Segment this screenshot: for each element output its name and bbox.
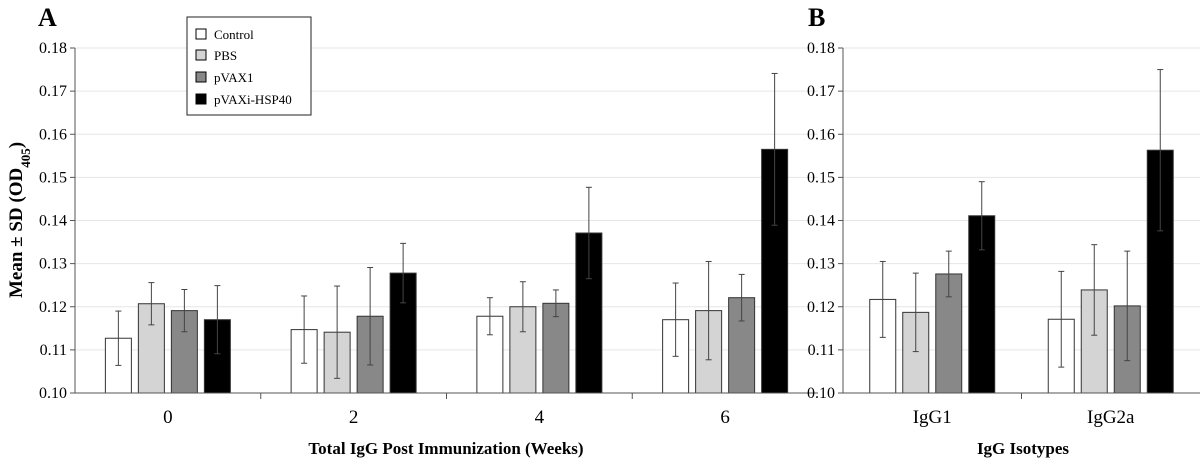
panel-b-bars: [869, 69, 1174, 394]
y-axis-title-sub: 405: [18, 148, 33, 168]
panel-b-letter: B: [808, 3, 825, 32]
panel-b-y-tick-label: 0.13: [807, 256, 835, 273]
panel-b-y-tick-label: 0.16: [807, 126, 835, 143]
panel-b-grid: [843, 47, 1200, 394]
panel-a-x-tick-label: 2: [349, 407, 359, 428]
panel-a-xlabel: Total IgG Post Immunization (Weeks): [308, 439, 583, 458]
legend-swatch-pbs: [195, 49, 207, 61]
panel-a-bars: [104, 72, 789, 394]
panel-a: A 0.10 0.11 0.12 0.13 0.14 0.15 0.16 0.17 0.18 0…: [6, 3, 818, 458]
panel-b-x-tick-label: IgG1: [913, 407, 952, 428]
panel-b-x-ticks: IgG1 IgG2a: [913, 393, 1135, 428]
panel-a-grid: [75, 47, 818, 394]
panel-a-y-tick-label: 0.11: [40, 342, 67, 359]
panel-a-y-tick-label: 0.15: [39, 169, 67, 186]
legend-label-pbs: PBS: [214, 48, 237, 63]
legend-swatch-control: [195, 28, 207, 40]
panel-b-y-tick-label: 0.11: [808, 342, 835, 359]
panel-a-y-tick-label: 0.13: [39, 256, 67, 273]
panel-b-xlabel: IgG Isotypes: [977, 439, 1069, 458]
y-axis-title-close: ): [6, 142, 27, 148]
panel-b-y-tick-label: 0.15: [807, 169, 835, 186]
panel-a-x-ticks: 0 2 4 6: [163, 393, 730, 428]
panel-a-x-tick-label: 0: [163, 407, 173, 428]
panel-b-y-tick-label: 0.12: [807, 299, 835, 316]
panel-a-x-tick-label: 6: [720, 407, 730, 428]
panel-a-bar-pvax1-4: [542, 302, 570, 394]
panel-b-y-tick-label: 0.18: [807, 40, 835, 57]
panel-a-y-tick-label: 0.18: [39, 40, 67, 57]
panel-a-y-tick-label: 0.16: [39, 126, 67, 143]
panel-a-y-tick-label: 0.10: [39, 385, 67, 402]
legend-swatch-pvaxi-hsp40: [195, 93, 207, 105]
legend-label-control: Control: [214, 27, 254, 42]
y-axis-title-main: Mean ± SD (OD: [6, 168, 27, 298]
panel-a-letter: A: [38, 3, 57, 32]
legend-label-pvaxi-hsp40: pVAXi-HSP40: [214, 92, 292, 107]
panel-a-y-ticks: 0.10 0.11 0.12 0.13 0.14 0.15 0.16 0.17 0.18: [39, 40, 75, 402]
legend-box: [186, 16, 312, 116]
panel-b-x-tick-label: IgG2a: [1087, 407, 1135, 428]
panel-a-y-tick-label: 0.12: [39, 299, 67, 316]
legend-swatch-pvax1: [195, 71, 207, 83]
panel-b-y-tick-label: 0.17: [807, 83, 835, 100]
panel-b-y-tick-label: 0.14: [807, 213, 835, 230]
panel-b: B 0.10 0.11 0.12 0.13 0.14 0.15 0.16 0.17 0.18 I…: [807, 3, 1200, 458]
legend: Control PBS pVAX1 pVAXi-HSP40: [186, 16, 312, 116]
y-axis-title: Mean ± SD (OD405): [6, 142, 33, 298]
panel-a-x-tick-label: 4: [535, 407, 545, 428]
panel-b-y-tick-label: 0.10: [807, 385, 835, 402]
panel-b-y-ticks: 0.10 0.11 0.12 0.13 0.14 0.15 0.16 0.17 0.18: [807, 40, 843, 402]
panel-a-y-tick-label: 0.17: [39, 83, 67, 100]
legend-label-pvax1: pVAX1: [214, 70, 254, 85]
panel-a-y-tick-label: 0.14: [39, 213, 67, 230]
